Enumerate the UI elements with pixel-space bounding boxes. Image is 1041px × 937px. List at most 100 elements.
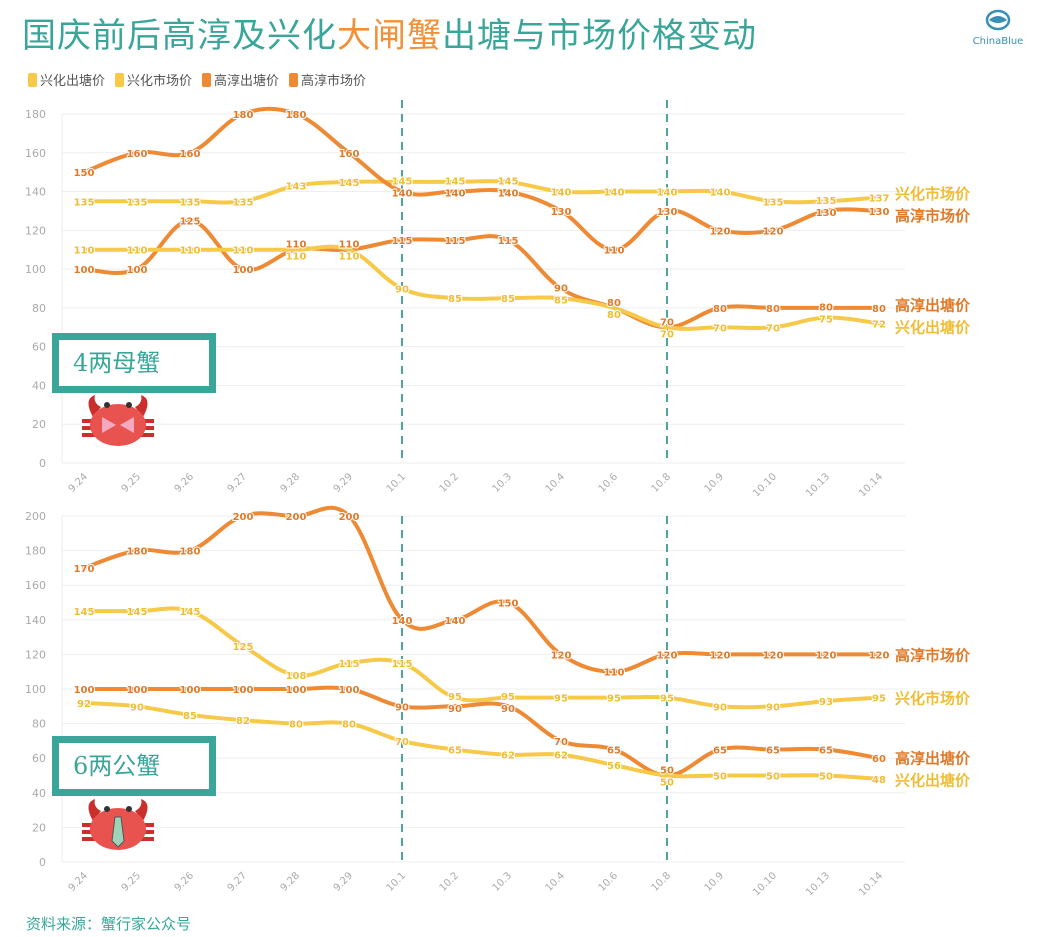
line-chart-1: 0 20 40 60 80 100 120 140 160 180 9.24 9.25 9.26 9.27…: [25, 100, 971, 499]
data-label: 62: [554, 751, 568, 762]
y-tick-label: 120: [25, 224, 46, 237]
crab-bow: [102, 417, 134, 433]
data-label: 180: [286, 110, 307, 121]
crab-eye: [104, 806, 110, 812]
data-label: 130: [816, 208, 837, 219]
data-label: 110: [74, 246, 95, 257]
series-end-label: 高淳市场价: [895, 646, 971, 664]
data-label: 90: [713, 702, 727, 713]
x-tick-label: 10.6: [597, 870, 621, 894]
data-label: 115: [392, 659, 413, 670]
data-label: 100: [339, 685, 360, 696]
y-tick-label: 0: [39, 856, 46, 869]
data-label: 115: [498, 236, 519, 247]
data-label: 120: [763, 226, 784, 237]
series-line: [82, 218, 881, 330]
data-label: 150: [74, 168, 95, 179]
series-end-label: 兴化出塘价: [895, 772, 971, 790]
x-tick-label: 9.25: [120, 870, 144, 894]
x-tick-label: 10.8: [650, 870, 674, 894]
data-label: 70: [660, 329, 674, 340]
crab-claw: [88, 395, 101, 417]
series-end-label: 高淳出塘价: [895, 750, 971, 768]
data-label: 80: [342, 720, 356, 731]
data-label: 56: [607, 761, 621, 772]
data-label: 200: [233, 512, 254, 523]
data-label: 140: [710, 188, 731, 199]
x-tick-label: 9.28: [279, 471, 303, 495]
logo-text: ChinaBlue: [972, 36, 1024, 47]
legend: 兴化出塘价 兴化市场价 高淳出塘价 高淳市场价: [28, 70, 366, 89]
data-label: 82: [236, 716, 250, 727]
data-label: 50: [660, 778, 674, 789]
legend-swatch: [115, 72, 125, 87]
data-label: 110: [339, 240, 360, 251]
data-label: 160: [180, 149, 201, 160]
series-line: [82, 606, 881, 710]
data-label: 100: [127, 685, 148, 696]
data-label: 110: [604, 246, 625, 257]
y-tick-label: 120: [25, 648, 46, 661]
data-label: 137: [869, 193, 890, 204]
x-tick-label: 10.4: [544, 870, 568, 894]
data-label: 75: [819, 315, 833, 326]
data-label: 95: [872, 694, 886, 705]
title-part2: 出塘与市场价格变动: [442, 16, 757, 56]
data-label: 130: [657, 207, 678, 218]
data-label: 80: [289, 720, 303, 731]
legend-item[interactable]: 兴化出塘价: [28, 70, 105, 89]
data-label: 160: [339, 149, 360, 160]
data-label: 100: [286, 685, 307, 696]
x-tick-label: 10.2: [438, 471, 462, 495]
y-tick-label: 60: [32, 341, 46, 354]
data-label: 70: [766, 323, 780, 334]
data-label: 170: [74, 564, 95, 575]
x-tick-label: 9.29: [332, 471, 356, 495]
y-tick-label: 180: [25, 108, 46, 121]
x-tick-label: 9.25: [120, 471, 144, 495]
data-label: 110: [286, 252, 307, 263]
legend-item[interactable]: 兴化市场价: [115, 70, 192, 89]
crab-eye: [126, 806, 132, 812]
fish-logo-icon: [985, 9, 1011, 31]
data-label: 100: [127, 265, 148, 276]
series-end-label: 兴化市场价: [895, 690, 971, 708]
legend-item[interactable]: 高淳出塘价: [202, 70, 279, 89]
legend-label: 高淳市场价: [301, 74, 367, 89]
data-label: 65: [766, 746, 780, 757]
legend-swatch: [28, 72, 37, 87]
series-end-label: 兴化出塘价: [895, 319, 971, 337]
data-label: 140: [498, 189, 519, 200]
data-label: 140: [604, 188, 625, 199]
data-label: 120: [657, 650, 678, 661]
source-note: 资料来源：蟹行家公众号: [26, 915, 192, 933]
data-label: 93: [819, 697, 833, 708]
data-label: 135: [233, 197, 254, 208]
data-label: 50: [713, 772, 727, 783]
panel-label-male: 6两公蟹: [52, 736, 216, 796]
x-tick-label: 9.28: [279, 870, 303, 894]
legend-item[interactable]: 高淳市场价: [289, 70, 366, 89]
data-label: 100: [233, 685, 254, 696]
data-label: 140: [392, 189, 413, 200]
x-tick-label: 10.3: [491, 471, 515, 495]
title-highlight: 大闸蟹: [337, 16, 442, 56]
data-label: 120: [710, 226, 731, 237]
chinablue-logo: ChinaBlue: [968, 8, 1028, 47]
data-label: 145: [445, 177, 466, 188]
legend-label: 兴化市场价: [127, 74, 193, 89]
y-tick-label: 20: [32, 821, 46, 834]
data-label: 120: [763, 650, 784, 661]
x-tick-label: 10.14: [857, 471, 885, 499]
y-tick-label: 200: [25, 510, 46, 523]
y-tick-label: 40: [32, 379, 46, 392]
x-tick-label: 9.29: [332, 870, 356, 894]
legend-swatch: [289, 72, 299, 87]
crab-claw: [135, 799, 148, 821]
legend-label: 高淳出塘价: [214, 74, 280, 89]
data-label: 120: [551, 650, 572, 661]
series-line: [82, 179, 881, 205]
data-label: 90: [395, 285, 409, 296]
legend-swatch: [202, 72, 212, 87]
